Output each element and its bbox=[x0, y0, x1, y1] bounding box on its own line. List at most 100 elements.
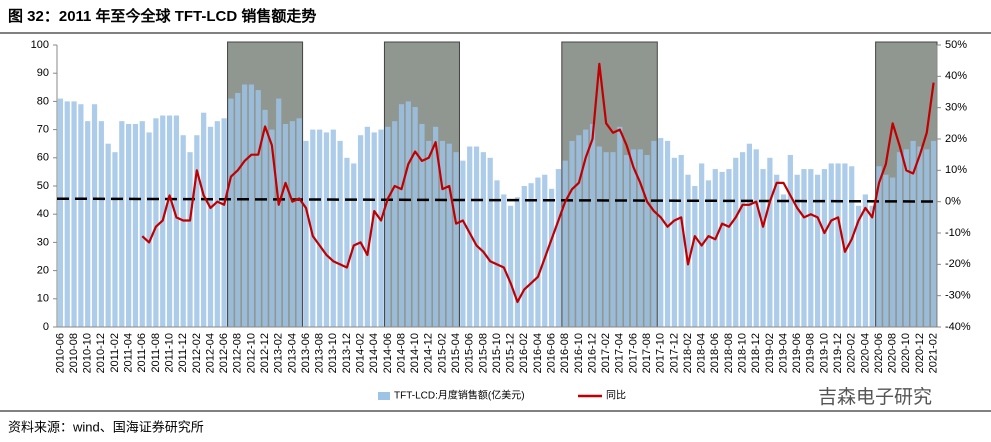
y2-tick-label: -20% bbox=[945, 258, 971, 270]
y-tick-label: 30 bbox=[37, 236, 49, 248]
x-tick-label: 2016-04 bbox=[532, 333, 544, 373]
bar bbox=[194, 135, 200, 327]
x-tick-label: 2021-02 bbox=[927, 333, 939, 373]
y2-tick-label: 40% bbox=[945, 70, 967, 82]
bar bbox=[235, 92, 241, 327]
bar bbox=[241, 84, 248, 327]
x-tick-label: 2020-06 bbox=[873, 333, 885, 373]
bar bbox=[780, 194, 787, 327]
y-tick-label: 40 bbox=[37, 208, 49, 220]
bar bbox=[624, 154, 630, 327]
bar bbox=[439, 140, 446, 327]
y2-tick-label: 50% bbox=[945, 39, 967, 51]
x-tick-label: 2015-08 bbox=[477, 333, 489, 373]
x-tick-label: 2014-12 bbox=[423, 333, 435, 373]
x-tick-label: 2016-08 bbox=[559, 333, 571, 373]
bar bbox=[896, 152, 903, 327]
bar bbox=[276, 98, 282, 327]
bar bbox=[589, 123, 596, 328]
x-tick-label: 2011-06 bbox=[136, 333, 148, 373]
bar bbox=[555, 169, 562, 327]
x-tick-label: 2018-12 bbox=[750, 333, 762, 373]
y-tick-label: 20 bbox=[37, 265, 49, 277]
watermark: 吉森电子研究 bbox=[818, 386, 932, 408]
y-tick-label: 100 bbox=[31, 39, 49, 51]
x-tick-label: 2015-10 bbox=[491, 333, 503, 373]
bar bbox=[501, 194, 507, 327]
bar bbox=[296, 118, 302, 327]
bar bbox=[467, 146, 473, 327]
y-tick-label: 60 bbox=[37, 152, 49, 164]
bar bbox=[644, 154, 650, 327]
x-tick-label: 2017-08 bbox=[641, 333, 653, 373]
chart-title: 图 32：2011 年至今全球 TFT-LCD 销售额走势 bbox=[8, 7, 316, 25]
x-tick-label: 2013-04 bbox=[286, 333, 298, 373]
y-tick-label: 50 bbox=[37, 180, 49, 192]
bar bbox=[528, 183, 534, 327]
x-tick-label: 2012-08 bbox=[232, 333, 244, 373]
bar bbox=[596, 146, 602, 327]
x-tick-label: 2012-04 bbox=[204, 333, 216, 373]
bar bbox=[303, 140, 309, 327]
trend-line bbox=[56, 197, 938, 203]
bar bbox=[78, 104, 84, 327]
bar bbox=[855, 205, 862, 327]
bar bbox=[105, 143, 111, 327]
x-tick-label: 2013-06 bbox=[300, 333, 312, 373]
bar bbox=[508, 205, 514, 327]
x-tick-label: 2010-06 bbox=[54, 333, 66, 373]
bar bbox=[221, 118, 227, 327]
bar bbox=[815, 174, 821, 327]
y2-tick-label: 10% bbox=[945, 164, 967, 176]
bar bbox=[187, 152, 193, 327]
x-tick-label: 2014-02 bbox=[354, 333, 366, 373]
legend-label: TFT-LCD:月度销售额(亿美元) bbox=[394, 389, 525, 402]
x-tick-label: 2016-12 bbox=[586, 333, 598, 373]
bar bbox=[364, 126, 370, 327]
x-tick-label: 2011-08 bbox=[150, 333, 162, 373]
bar bbox=[705, 180, 712, 327]
bar bbox=[248, 84, 255, 327]
bar bbox=[767, 157, 773, 327]
x-tick-label: 2013-08 bbox=[314, 333, 326, 373]
x-tick-label: 2019-12 bbox=[832, 333, 844, 373]
x-tick-label: 2012-06 bbox=[218, 333, 230, 373]
bar bbox=[692, 186, 698, 327]
bar bbox=[610, 152, 616, 327]
x-tick-label: 2017-12 bbox=[668, 333, 680, 373]
bar bbox=[542, 174, 548, 327]
x-tick-label: 2015-04 bbox=[450, 333, 462, 373]
bar bbox=[521, 186, 527, 327]
bar bbox=[876, 166, 882, 327]
bar bbox=[269, 129, 275, 327]
bar bbox=[849, 166, 855, 327]
bar bbox=[603, 152, 609, 327]
bar bbox=[139, 121, 145, 327]
bar bbox=[487, 157, 493, 327]
bar bbox=[166, 115, 173, 327]
bar bbox=[119, 121, 125, 327]
bar bbox=[91, 104, 98, 327]
y-tick-label: 80 bbox=[37, 95, 49, 107]
bar bbox=[671, 157, 677, 327]
bar bbox=[228, 98, 234, 327]
x-tick-label: 2017-02 bbox=[600, 333, 612, 373]
x-tick-label: 2017-10 bbox=[655, 333, 667, 373]
x-tick-label: 2020-10 bbox=[900, 333, 912, 373]
x-tick-label: 2013-10 bbox=[327, 333, 339, 373]
bar bbox=[835, 163, 841, 327]
bar bbox=[801, 169, 807, 327]
bar bbox=[180, 135, 186, 327]
x-tick-label: 2015-02 bbox=[436, 333, 448, 373]
bar bbox=[310, 129, 316, 327]
x-tick-label: 2019-02 bbox=[764, 333, 776, 373]
bar bbox=[453, 152, 459, 327]
bar bbox=[924, 149, 930, 327]
bar bbox=[255, 90, 261, 328]
bar bbox=[146, 132, 152, 327]
bar bbox=[760, 169, 766, 327]
bar bbox=[753, 149, 759, 327]
x-tick-label: 2016-06 bbox=[545, 333, 557, 373]
bar bbox=[460, 160, 466, 327]
